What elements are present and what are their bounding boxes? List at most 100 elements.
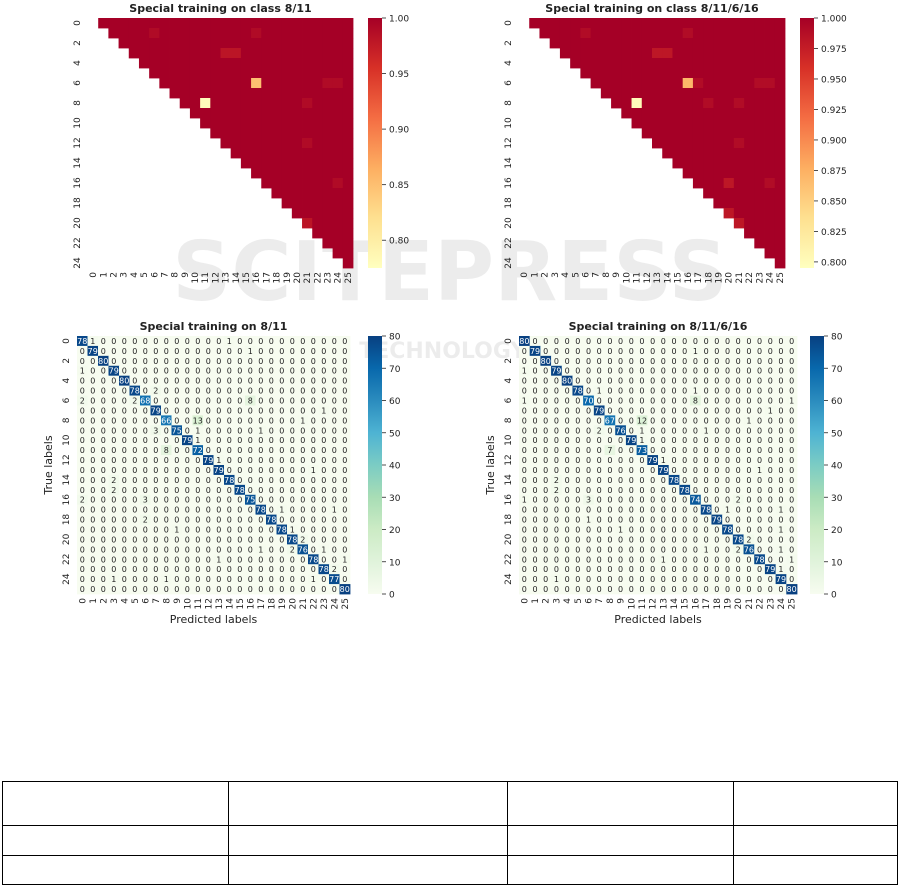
cell-label: 0 <box>153 526 158 535</box>
cell <box>213 504 225 516</box>
y-axis-label: True labels <box>42 435 55 495</box>
x-tick-label: 4 <box>563 598 573 604</box>
cell-label: 0 <box>597 516 602 525</box>
cell-label: 0 <box>768 347 773 356</box>
cell <box>529 564 541 575</box>
cell <box>658 405 670 416</box>
cell-label: 0 <box>671 357 676 366</box>
cell-label: 0 <box>279 545 284 554</box>
cell-label: 0 <box>725 347 730 356</box>
cell <box>77 534 88 545</box>
cell-label: 0 <box>725 545 730 554</box>
cell <box>342 138 354 149</box>
cell <box>764 385 777 396</box>
colorbar-tick-label: 0 <box>389 591 395 601</box>
cell <box>754 28 765 39</box>
cell <box>266 524 277 535</box>
x-tick-label: 21 <box>745 598 755 609</box>
cell <box>540 514 552 525</box>
cell <box>119 395 130 406</box>
cell-label: 0 <box>714 496 719 505</box>
cell <box>786 435 798 446</box>
cell <box>87 514 99 525</box>
cell <box>189 68 201 79</box>
cell <box>234 484 246 496</box>
cell-label: 0 <box>311 526 316 535</box>
cell <box>281 88 293 99</box>
x-tick-label: 3 <box>120 272 130 278</box>
cell-label: 0 <box>342 496 347 505</box>
cell <box>647 524 659 535</box>
cell <box>234 445 246 456</box>
cell <box>240 158 252 169</box>
cell <box>291 118 303 129</box>
cell-label: 0 <box>90 397 95 406</box>
cell <box>711 484 723 496</box>
cell <box>692 68 704 79</box>
cell-label: 0 <box>607 347 612 356</box>
cell <box>572 445 584 456</box>
cell-label: 0 <box>789 416 794 425</box>
cell-label: 0 <box>342 367 347 376</box>
cell-label: 0 <box>725 357 730 366</box>
cell-label: 0 <box>227 535 232 544</box>
cell <box>561 375 573 387</box>
cell <box>529 474 541 486</box>
cell <box>255 504 267 516</box>
cell <box>251 138 262 149</box>
cell-label: 0 <box>174 406 179 415</box>
cell <box>119 425 130 436</box>
cell <box>764 365 777 377</box>
cell <box>679 405 691 416</box>
cell <box>561 415 573 426</box>
cell <box>786 465 798 476</box>
cell <box>332 88 344 99</box>
cell <box>189 58 201 69</box>
cell-label: 0 <box>101 555 106 564</box>
cell-label: 0 <box>332 387 337 396</box>
cell-label: 0 <box>746 347 751 356</box>
cell <box>764 138 776 149</box>
colorbar-tick-label: 60 <box>831 397 843 407</box>
y-tick-label: 18 <box>73 197 83 209</box>
cell <box>261 88 272 99</box>
cell-label: 0 <box>153 545 158 554</box>
cell-label: 0 <box>629 347 634 356</box>
cell <box>572 474 584 486</box>
cell <box>266 395 277 406</box>
cell <box>775 504 787 516</box>
cell-label: 0 <box>101 397 106 406</box>
cell <box>339 554 351 565</box>
cell <box>682 158 694 169</box>
cell-label: 0 <box>153 585 158 594</box>
cell-label: 0 <box>185 456 190 465</box>
cell <box>192 435 204 446</box>
cell-label: 0 <box>661 337 666 346</box>
cell-label: 0 <box>757 347 762 356</box>
cell-label: 0 <box>586 406 591 415</box>
cell <box>255 365 267 377</box>
cell <box>711 574 723 585</box>
cell-label: 0 <box>532 486 537 495</box>
cell <box>339 574 351 585</box>
cell <box>621 98 632 109</box>
cell <box>703 18 714 29</box>
cell <box>662 28 673 39</box>
cell <box>312 218 323 229</box>
cell <box>213 345 225 357</box>
y-tick-label: 4 <box>504 378 514 384</box>
cell-label: 0 <box>164 367 169 376</box>
cell-label: 0 <box>757 506 762 515</box>
cell-label: 0 <box>725 436 730 445</box>
cell-label: 0 <box>332 486 337 495</box>
cell-label: 0 <box>543 426 548 435</box>
cell-label: 0 <box>122 575 127 584</box>
cell <box>590 28 602 39</box>
cell <box>743 474 755 486</box>
cell <box>572 405 584 416</box>
cell-label: 0 <box>290 476 295 485</box>
cell-label: 0 <box>321 496 326 505</box>
cell <box>169 68 181 79</box>
cell-label: 0 <box>522 426 527 435</box>
cell-label: 0 <box>101 377 106 386</box>
